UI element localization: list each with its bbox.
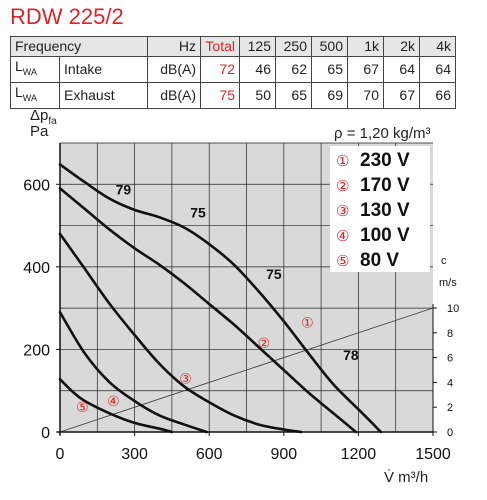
x-tick-label: 1200: [341, 446, 377, 463]
tick-labels: 0 300 600 900 1200 1500 0 200 400 600 0 2 4 6 8 10: [23, 177, 459, 463]
series-line-1: [58, 163, 383, 434]
series-line-3: [58, 232, 303, 434]
curve-label-1: 79: [116, 182, 132, 198]
curve-markers: ① ② ③ ④ ⑤: [76, 315, 314, 416]
row-symbol: LWA: [10, 56, 60, 83]
row-value: 64: [419, 56, 456, 83]
legend-entry-2: 170 V: [360, 175, 410, 196]
fan-curves: [58, 163, 383, 434]
right-tick-label: 10: [447, 303, 459, 315]
row-label: Exhaust: [59, 81, 148, 109]
legend-marker-3: ③: [336, 203, 349, 220]
series-line-2: [58, 187, 358, 434]
y-tick-label: 600: [23, 177, 50, 194]
y-tick-label: 400: [23, 260, 50, 277]
row-value: 64: [383, 56, 420, 83]
curve-marker-5: ⑤: [76, 399, 89, 415]
header-125: 125: [239, 36, 276, 57]
legend: ① 230 V ② 170 V ③ 130 V ④ 100 V ⑤ 80 V: [336, 150, 410, 271]
table-header-row: Frequency Hz Total 125 250 500 1k 2k 4k: [10, 36, 456, 57]
sound-power-table: Frequency Hz Total 125 250 500 1k 2k 4k …: [10, 36, 456, 109]
axes: [57, 143, 434, 435]
curve-label-4: 78: [343, 347, 359, 363]
legend-marker-5: ⑤: [336, 253, 349, 270]
header-2k: 2k: [383, 36, 420, 57]
legend-entry-5: 80 V: [360, 250, 399, 271]
curve-marker-1: ①: [301, 315, 314, 331]
velocity-line: [59, 307, 434, 433]
product-title: RDW 225/2: [10, 4, 124, 29]
legend-entry-4: 100 V: [360, 225, 410, 246]
table-row-exhaust: LWA Exhaust dB(A) 75 50 65 69 70 67 66: [10, 81, 456, 109]
legend-entry-3: 130 V: [360, 200, 410, 221]
curve-marker-2: ②: [258, 335, 271, 351]
curve-marker-3: ③: [179, 370, 192, 386]
table-row-intake: LWA Intake dB(A) 72 46 62 65 67 64 64: [10, 56, 456, 83]
row-value: 70: [347, 81, 384, 109]
right-tick-label: 8: [447, 328, 453, 340]
right-axis-unit: c: [441, 255, 447, 267]
density-note: ρ = 1,20 kg/m³: [334, 125, 431, 142]
y-axis-label: Δpfa: [30, 107, 57, 127]
curve-labels: 79 75 75 78: [116, 182, 359, 363]
right-axis-unit-2: m/s: [439, 277, 457, 289]
y-axis-unit: Pa: [30, 123, 49, 140]
header-total: Total: [200, 36, 240, 57]
y-tick-label: 200: [23, 342, 50, 359]
legend-marker-2: ②: [336, 178, 349, 195]
x-tick-label: 0: [56, 446, 65, 463]
y-tick-label: 0: [41, 425, 50, 442]
series-line-5: [58, 377, 174, 434]
row-total: 75: [200, 81, 240, 109]
row-unit: dB(A): [147, 56, 201, 83]
right-tick-label: 0: [447, 427, 453, 439]
x-axis-label: V̇ m³/h: [384, 469, 428, 486]
curve-label-3: 75: [266, 266, 282, 282]
legend-marker-4: ④: [336, 228, 349, 245]
right-tick-label: 2: [447, 402, 453, 414]
x-tick-label: 600: [196, 446, 223, 463]
curve-label-2: 75: [190, 204, 206, 220]
row-value: 66: [419, 81, 456, 109]
row-value: 67: [347, 56, 384, 83]
header-4k: 4k: [419, 36, 456, 57]
right-tick-label: 4: [447, 377, 453, 389]
series-line-4: [58, 310, 209, 434]
curve-marker-4: ④: [107, 393, 120, 409]
header-1k: 1k: [347, 36, 384, 57]
header-hz: Hz: [147, 36, 201, 57]
x-tick-label: 300: [121, 446, 148, 463]
row-label: Intake: [59, 56, 148, 83]
legend-entry-1: 230 V: [360, 150, 410, 171]
legend-marker-1: ①: [336, 153, 349, 170]
header-500: 500: [311, 36, 348, 57]
right-tick-label: 6: [447, 353, 453, 365]
x-tick-label: 1500: [415, 446, 451, 463]
row-unit: dB(A): [147, 81, 201, 109]
x-tick-label: 900: [270, 446, 297, 463]
row-value: 67: [383, 81, 420, 109]
legend-box: [330, 146, 430, 272]
row-value: 62: [275, 56, 312, 83]
